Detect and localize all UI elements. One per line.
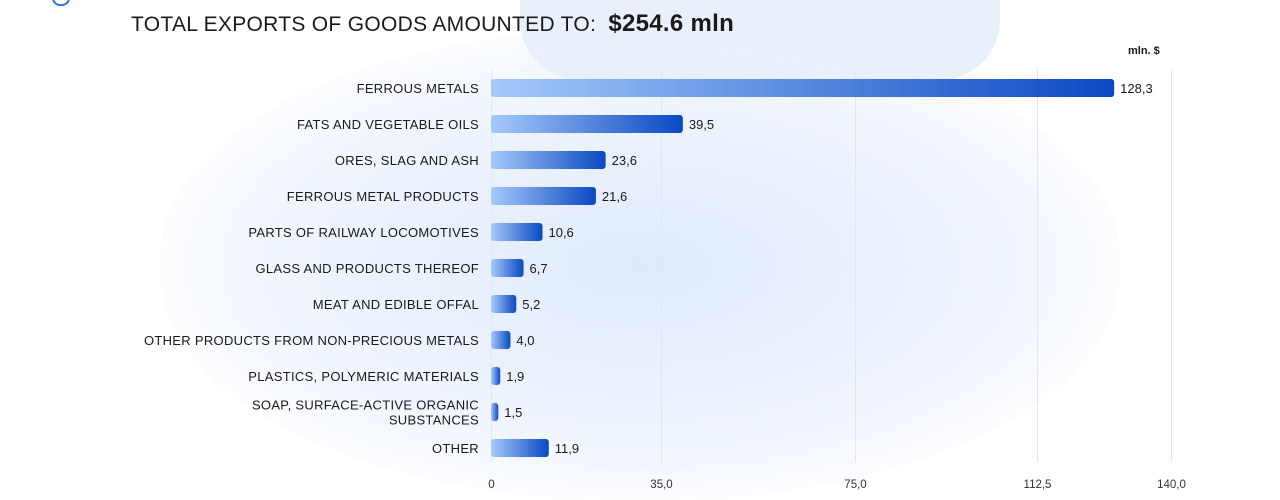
background-glow <box>160 30 1120 500</box>
category-label: FATS AND VEGETABLE OILS <box>297 117 479 132</box>
x-tick-label: 140,0 <box>1157 479 1186 491</box>
value-label: 39,5 <box>689 117 714 132</box>
value-label: 1,9 <box>506 369 524 384</box>
x-tick-label: 75,0 <box>844 479 866 491</box>
value-label: 6,7 <box>530 261 548 276</box>
bars <box>491 79 1115 457</box>
bar <box>491 187 596 205</box>
value-label: 10,6 <box>548 225 573 240</box>
value-label: 21,6 <box>602 189 627 204</box>
value-label: 5,2 <box>522 297 540 312</box>
category-label: ORES, SLAG AND ASH <box>335 153 479 168</box>
category-label: MEAT AND EDIBLE OFFAL <box>313 297 479 312</box>
category-label: OTHER <box>432 441 479 456</box>
bar <box>491 259 524 277</box>
chart-title-text: TOTAL EXPORTS OF GOODS AMOUNTED TO: <box>131 13 597 36</box>
value-label: 128,3 <box>1120 81 1153 96</box>
category-label: SOAP, SURFACE-ACTIVE ORGANIC <box>252 398 479 413</box>
x-tick-label: 35,0 <box>650 479 672 491</box>
bar <box>491 295 517 313</box>
chart-title: TOTAL EXPORTS OF GOODS AMOUNTED TO: $254… <box>131 10 734 38</box>
bar <box>491 151 606 169</box>
category-label: OTHER PRODUCTS FROM NON-PRECIOUS METALS <box>144 333 479 348</box>
bar <box>491 79 1115 97</box>
value-label: 4,0 <box>516 333 534 348</box>
bar <box>491 439 549 457</box>
bar <box>491 367 501 385</box>
category-label: GLASS AND PRODUCTS THEREOF <box>255 261 479 276</box>
category-label: PLASTICS, POLYMERIC MATERIALS <box>248 369 479 384</box>
total-amount: $254.6 mln <box>608 10 735 37</box>
category-label: PARTS OF RAILWAY LOCOMOTIVES <box>248 225 479 240</box>
bar <box>491 403 499 421</box>
x-tick-label: 112,5 <box>1024 479 1052 491</box>
value-label: 1,5 <box>504 405 522 420</box>
bar <box>491 223 543 241</box>
value-label: 11,9 <box>555 441 579 456</box>
bar <box>491 331 511 349</box>
value-label: 23,6 <box>612 153 637 168</box>
unit-label: mln. $ <box>1128 45 1160 57</box>
labels: 0 35,0 75,0 112,5 140,0 FERROUS METALS 128,3 FA… <box>144 81 1186 491</box>
bar <box>491 115 683 133</box>
x-tick-label: 0 <box>488 479 494 491</box>
category-label: FERROUS METALS <box>357 81 479 96</box>
category-label: SUBSTANCES <box>389 413 479 428</box>
category-label: FERROUS METAL PRODUCTS <box>287 189 479 204</box>
